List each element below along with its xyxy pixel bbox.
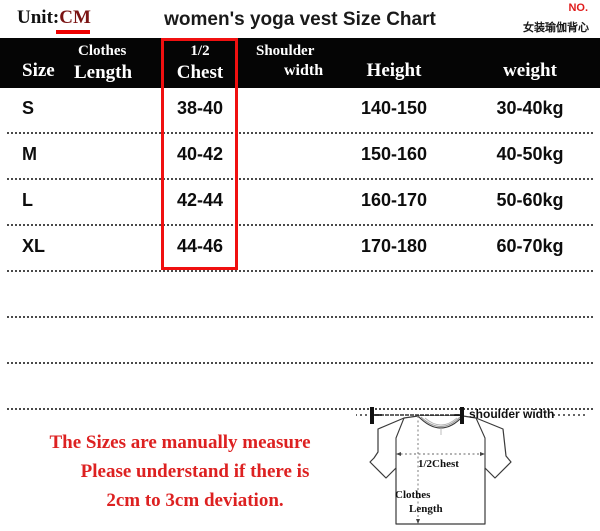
cell-size: S [22,98,35,118]
chart-header-bar: Unit:CM women's yoga vest Size Chart NO.… [0,0,600,38]
table-row: L 42-44 160-170 50-60kg [0,180,600,226]
no-label: NO. [568,2,588,14]
cell-size: M [22,144,37,164]
table-row-empty [0,272,600,318]
unit-underline [56,30,90,34]
unit-prefix: Unit: [17,7,60,28]
chinese-product-label: 女装瑜伽背心 [523,21,589,34]
row-divider [7,270,593,272]
measurement-disclaimer: The Sizes are manually measure Please un… [10,428,350,515]
row-divider [7,316,593,318]
column-header-half-chest: 1/2 Chest [176,43,224,83]
cell-size: XL [22,236,46,256]
cell-height: 150-160 [360,144,428,164]
cell-height: 160-170 [360,190,428,210]
page-title: women's yoga vest Size Chart [164,9,436,30]
diagram-clothes-length-line-1: Clothes [395,489,431,501]
row-divider [7,362,593,364]
unit-value: CM [59,7,91,28]
diagram-half-chest-label: 1/2Chest [418,458,459,470]
cell-chest: 44-46 [176,236,224,256]
tshirt-icon [0,407,588,525]
table-row: XL 44-46 170-180 60-70kg [0,226,600,272]
cell-height: 140-150 [360,98,428,118]
disclaimer-line-1: The Sizes are manually measure [49,432,311,453]
cell-weight: 30-40kg [496,98,564,118]
row-divider [7,408,593,410]
tshirt-measurement-diagram: shoulder width 1/2Chest Clothes Length [0,402,600,531]
cell-chest: 40-42 [176,144,224,164]
cell-weight: 40-50kg [496,144,564,164]
row-divider [7,132,593,134]
row-divider [7,178,593,180]
row-divider [7,224,593,226]
cell-chest: 42-44 [176,190,224,210]
disclaimer-line-3: 2cm to 3cm deviation. [106,490,284,511]
cell-size: L [22,190,33,210]
diagram-shoulder-width-label: shoulder width [469,407,555,421]
unit-label: Unit:CM [17,7,91,29]
size-table: Size Clothes Length 1/2 Chest Shoulder w… [0,38,600,410]
column-header-weight: weight [503,60,557,81]
table-row-empty [0,318,600,364]
disclaimer-line-2: Please understand if there is [80,461,310,482]
cell-chest: 38-40 [176,98,224,118]
table-row: M 40-42 150-160 40-50kg [0,134,600,180]
cell-height: 170-180 [360,236,428,256]
cell-weight: 60-70kg [496,236,564,256]
table-row-empty [0,364,600,410]
diagram-clothes-length-label: Clothes Length [395,488,443,516]
cell-weight: 50-60kg [496,190,564,210]
diagram-clothes-length-line-2: Length [409,503,443,515]
table-header-row: Size Clothes Length 1/2 Chest Shoulder w… [0,38,600,88]
column-header-height: Height [366,60,422,81]
table-row: S 38-40 140-150 30-40kg [0,88,600,134]
